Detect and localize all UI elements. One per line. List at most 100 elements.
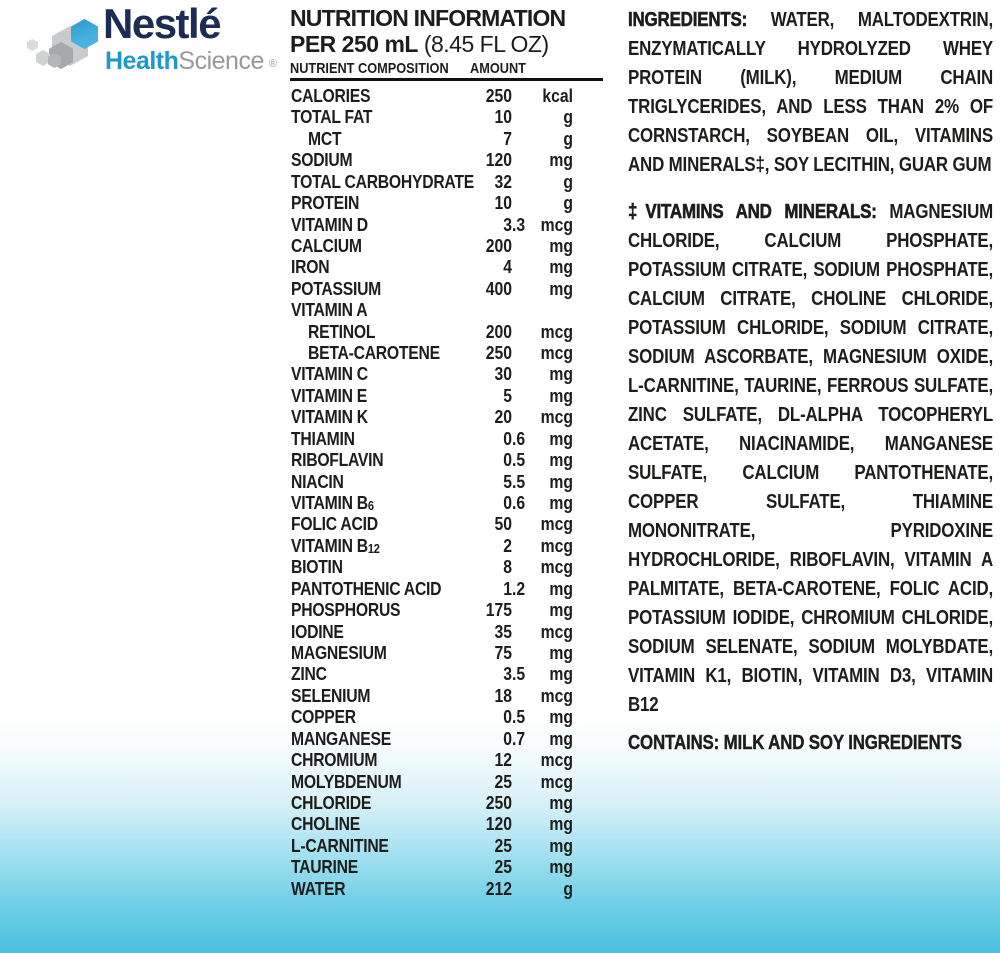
- nutrient-label: MCT: [308, 127, 342, 149]
- nutrient-amount: 175: [485, 599, 512, 621]
- nutrient-label: VITAMIN C: [291, 363, 368, 385]
- nutrient-label-subscript: 6: [367, 498, 374, 514]
- nutrient-unit: kcal: [542, 85, 573, 106]
- nutrient-unit: mg: [549, 791, 573, 813]
- nutrient-unit: mcg: [540, 534, 573, 556]
- nutrient-amount: 18: [494, 684, 512, 706]
- nutrient-label: CHROMIUM: [291, 749, 378, 771]
- nutrient-unit: mcg: [540, 749, 573, 771]
- nutrient-amount: 20: [494, 406, 512, 428]
- nutrient-label: CALCIUM: [291, 234, 362, 256]
- nutrient-row: MAGNESIUM 75 mg: [290, 642, 622, 663]
- nutrient-amount-decimal: .5: [512, 706, 526, 728]
- nutrient-unit: mcg: [540, 513, 573, 535]
- nutrient-amount: 0: [503, 706, 512, 728]
- nutrient-label: VITAMIN E: [291, 384, 368, 406]
- nutrient-unit: mcg: [540, 684, 573, 706]
- nutrient-amount: 0: [503, 727, 512, 749]
- nutrient-unit: mg: [549, 834, 573, 856]
- nutrient-label: FOLIC ACID: [291, 513, 378, 535]
- nutrient-label: NIACIN: [291, 470, 344, 492]
- nutrient-row: NIACIN 5.5 mg: [290, 471, 622, 492]
- nutrient-row: THIAMIN 0.6 mg: [290, 428, 622, 449]
- nutrient-row: VITAMIN K 20 mcg: [290, 406, 622, 427]
- ingredients-column: INGREDIENTS: WATER, MALTODEXTRIN, ENZYMA…: [628, 6, 993, 758]
- nutrient-unit: mg: [549, 470, 573, 492]
- nutrient-unit: g: [563, 170, 573, 192]
- header-divider: [290, 78, 603, 81]
- nutrient-amount: 120: [485, 149, 512, 171]
- nutrient-label: CALORIES: [291, 85, 371, 106]
- hexagon-icon: [27, 39, 38, 51]
- ingredients-body: WATER, MALTODEXTRIN, ENZYMATICALLY HYDRO…: [628, 9, 994, 176]
- nutrient-row: PROTEIN 10 g: [290, 192, 622, 213]
- nutrient-unit: mcg: [540, 213, 573, 235]
- nutrient-unit: mg: [549, 492, 573, 514]
- nutrient-unit: mg: [549, 813, 573, 835]
- nutrient-unit: mg: [549, 256, 573, 278]
- nutrient-row: TOTAL CARBOHYDRATE 32 g: [290, 171, 622, 192]
- nutrient-unit: mcg: [540, 620, 573, 642]
- nutrient-row: IODINE 35 mcg: [290, 621, 622, 642]
- nutrient-label: WATER: [291, 877, 346, 899]
- nutrient-row: SELENIUM 18 mcg: [290, 685, 622, 706]
- nutrient-unit: g: [563, 877, 573, 899]
- nutrient-label: IODINE: [291, 620, 344, 642]
- brand-subtitle-health: Health: [105, 47, 179, 75]
- nutrient-row: WATER 212 g: [290, 878, 622, 899]
- nutrient-amount: 3: [503, 213, 512, 235]
- nutrient-row: VITAMIN C 30 mg: [290, 363, 622, 384]
- nutrient-row: TOTAL FAT 10 g: [290, 106, 622, 127]
- nutrient-label: SELENIUM: [291, 684, 371, 706]
- nutrient-row: PANTOTHENIC ACID 1.2 mg: [290, 578, 622, 599]
- nutrient-label: TAURINE: [291, 856, 358, 878]
- nutrition-title: NUTRITION INFORMATION: [290, 5, 566, 31]
- nutrient-amount: 250: [485, 85, 512, 106]
- nutrient-row: BIOTIN 8 mcg: [290, 556, 622, 577]
- nutrient-unit: g: [563, 106, 573, 128]
- nutrient-label: POTASSIUM: [291, 277, 382, 299]
- nutrient-amount: 7: [503, 127, 512, 149]
- nutrient-amount-decimal: .5: [512, 449, 526, 471]
- nutrient-amount: 120: [485, 813, 512, 835]
- nutrient-label: ZINC: [291, 663, 327, 685]
- nutrient-label: VITAMIN B12: [291, 534, 380, 556]
- nutrient-row: BETA-CAROTENE 250 mcg: [290, 342, 622, 363]
- brand-subtitle-science: Science: [178, 47, 264, 75]
- nutrient-amount: 5: [503, 470, 512, 492]
- serving-size-bold: PER 250 mL: [290, 31, 418, 57]
- nutrient-amount: 1: [503, 577, 512, 599]
- nutrient-unit: g: [563, 192, 573, 214]
- nutrient-row: MCT 7 g: [290, 128, 622, 149]
- nutrient-label: VITAMIN A: [291, 299, 368, 321]
- nutrient-amount: 250: [485, 791, 512, 813]
- nutrient-unit: mg: [549, 449, 573, 471]
- nutrient-label: RIBOFLAVIN: [291, 449, 384, 471]
- vitamins-minerals-body: MAGNESIUM CHLORIDE, CALCIUM PHOSPHATE, P…: [628, 201, 994, 716]
- nutrient-unit: mcg: [540, 320, 573, 342]
- nutrient-unit: mg: [549, 706, 573, 728]
- nutrient-row: L-CARNITINE 25 mg: [290, 835, 622, 856]
- vitamins-minerals-paragraph: ‡VITAMINS AND MINERALS: MAGNESIUM CHLORI…: [628, 198, 993, 720]
- nutrient-amount-decimal: .3: [512, 213, 526, 235]
- nutrient-label: PHOSPHORUS: [291, 599, 401, 621]
- nutrient-row: CALORIES 250 kcal: [290, 85, 622, 106]
- nutrient-unit: g: [563, 127, 573, 149]
- nutrient-row: RETINOL 200 mcg: [290, 321, 622, 342]
- nutrient-amount-decimal: .7: [512, 727, 526, 749]
- nutrient-row: SODIUM 120 mg: [290, 149, 622, 170]
- nutrient-label: VITAMIN D: [291, 213, 368, 235]
- nutrient-amount-decimal: .5: [512, 663, 526, 685]
- nutrient-label: PROTEIN: [291, 192, 360, 214]
- nutrient-unit: mg: [549, 277, 573, 299]
- nutrient-label: BETA-CAROTENE: [308, 342, 440, 364]
- nutrient-label: CHOLINE: [291, 813, 360, 835]
- nutrient-unit: mcg: [540, 342, 573, 364]
- nutrient-amount: 400: [485, 277, 512, 299]
- nutrient-amount-decimal: .6: [512, 492, 526, 514]
- nutrient-label: COPPER: [291, 706, 356, 728]
- nutrient-row: POTASSIUM 400 mg: [290, 278, 622, 299]
- nutrient-label: TOTAL CARBOHYDRATE: [291, 170, 474, 192]
- nutrient-label: IRON: [291, 256, 330, 278]
- nutrient-amount: 50: [494, 513, 512, 535]
